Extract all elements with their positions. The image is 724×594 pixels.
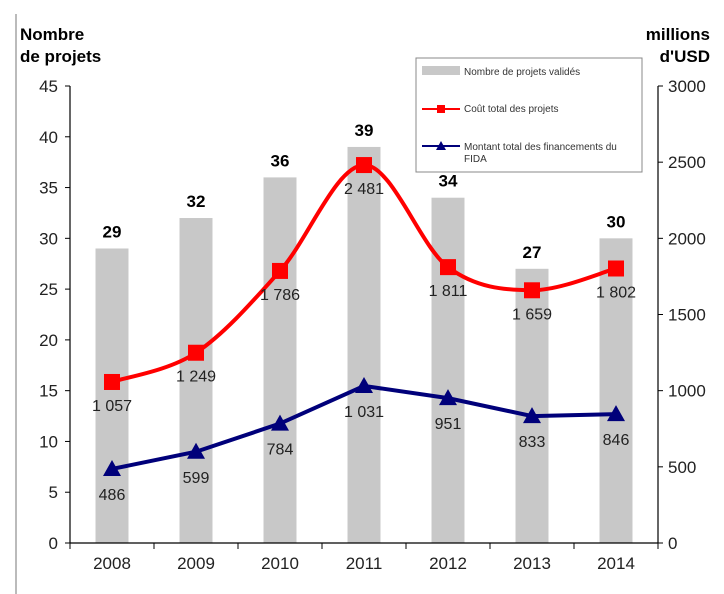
x-tick-label-2009: 2009 (177, 554, 215, 573)
right-tick-label: 2000 (668, 229, 706, 248)
right-axis-title-line1: millions (646, 25, 710, 44)
point-cost-2008 (104, 373, 120, 390)
point-fida-2008 (103, 459, 121, 476)
bar-label-2012: 34 (439, 172, 458, 191)
point-fida-2010 (271, 414, 289, 431)
legend-label-fida: Montant total des financements du (464, 142, 617, 153)
bar-label-2009: 32 (187, 192, 206, 211)
left-tick-label: 35 (39, 179, 58, 198)
label-fida-2013: 833 (519, 434, 546, 451)
label-cost-2013: 1 659 (512, 306, 552, 323)
label-cost-2008: 1 057 (92, 398, 132, 415)
left-axis-title-line2: de projets (20, 47, 101, 66)
right-tick-label: 3000 (668, 77, 706, 96)
point-fida-2012 (439, 389, 457, 406)
x-tick-label-2008: 2008 (93, 554, 131, 573)
bar-label-2010: 36 (271, 151, 290, 170)
right-axis-title-line2: d'USD (660, 47, 710, 66)
legend-label-bars: Nombre de projets validés (464, 67, 580, 78)
x-tick-label-2012: 2012 (429, 554, 467, 573)
x-tick-label-2010: 2010 (261, 554, 299, 573)
left-tick-label: 10 (39, 432, 58, 451)
legend-swatch-bars (422, 66, 460, 75)
point-cost-2011 (356, 157, 372, 174)
point-cost-2012 (440, 259, 456, 276)
bar-label-2011: 39 (355, 121, 374, 140)
bar-2010 (263, 177, 297, 543)
label-fida-2014: 846 (603, 432, 630, 449)
right-tick-label: 1000 (668, 382, 706, 401)
label-fida-2009: 599 (183, 470, 210, 487)
bar-2008 (95, 248, 129, 543)
bar-2011 (347, 146, 381, 543)
left-tick-label: 5 (49, 483, 58, 502)
label-fida-2010: 784 (267, 442, 294, 459)
point-fida-2009 (187, 442, 205, 459)
point-cost-2013 (524, 282, 540, 299)
x-tick-label-2014: 2014 (597, 554, 635, 573)
bars-layer (95, 146, 633, 544)
lines-layer (103, 157, 625, 476)
bar-label-2014: 30 (607, 212, 626, 231)
legend-box (415, 57, 643, 173)
point-cost-2009 (188, 344, 204, 361)
label-fida-2011: 1 031 (344, 404, 384, 421)
left-tick-label: 25 (39, 280, 58, 299)
right-tick-label: 500 (668, 458, 696, 477)
legend: Nombre de projets validés Coût total des… (415, 57, 643, 173)
axes-layer: 0 5 10 15 20 25 30 35 40 45 0 500 1000 1500 2000 2500 30… (39, 77, 706, 573)
point-fida-2013 (523, 407, 541, 424)
legend-swatch-fida-marker (436, 141, 446, 150)
legend-label-fida-cont: FIDA (464, 154, 487, 165)
point-fida-2011 (355, 376, 373, 393)
label-cost-2012: 1 811 (429, 283, 468, 300)
label-fida-2012: 951 (435, 416, 462, 433)
bar-2012 (431, 197, 465, 543)
point-cost-2014 (608, 260, 624, 277)
left-tick-label: 30 (39, 229, 58, 248)
x-tick-label-2011: 2011 (346, 554, 383, 573)
bar-2009 (179, 218, 213, 543)
left-tick-label: 15 (39, 382, 58, 401)
label-cost-2009: 1 249 (176, 369, 216, 386)
left-tick-label: 45 (39, 77, 58, 96)
left-axis-title-line1: Nombre (20, 25, 84, 44)
label-cost-2011: 2 481 (344, 181, 384, 198)
bar-label-2008: 29 (103, 222, 122, 241)
right-tick-label: 1500 (668, 306, 706, 325)
point-cost-2010 (272, 262, 288, 279)
left-tick-label: 20 (39, 331, 58, 350)
bar-2013 (515, 268, 549, 543)
label-cost-2010: 1 786 (260, 287, 300, 304)
bar-label-2013: 27 (523, 243, 542, 262)
right-tick-label: 2500 (668, 153, 706, 172)
left-tick-label: 40 (39, 128, 58, 147)
x-tick-label-2013: 2013 (513, 554, 551, 573)
left-tick-label: 0 (49, 534, 58, 553)
right-tick-label: 0 (668, 534, 677, 553)
legend-swatch-cost-marker (437, 105, 445, 113)
label-fida-2008: 486 (99, 487, 126, 504)
label-cost-2014: 1 802 (596, 284, 636, 301)
point-fida-2014 (607, 405, 625, 422)
bar-2014 (599, 238, 633, 544)
legend-label-cost: Coût total des projets (464, 104, 559, 115)
labels-layer: 29 32 36 39 34 27 30 1 057 1 249 1 786 2 481 1 811 1… (92, 121, 636, 504)
